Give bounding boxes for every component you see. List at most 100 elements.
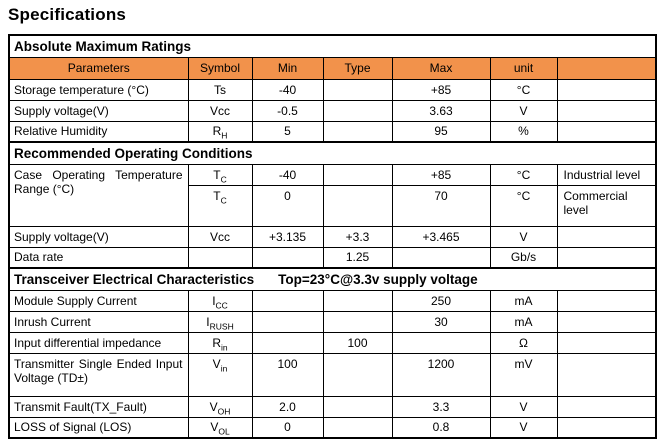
cell-note bbox=[556, 289, 657, 312]
cell-min bbox=[251, 310, 324, 333]
cell-note bbox=[556, 331, 657, 354]
cell-max: 3.3 bbox=[391, 395, 491, 418]
cell-max: 1200 bbox=[391, 352, 491, 397]
cell-min bbox=[251, 289, 324, 312]
symbol-sub: C bbox=[220, 194, 227, 205]
symbol-base: I bbox=[206, 314, 210, 329]
cell-type bbox=[322, 395, 393, 418]
table-row: Case Operating Temperature Range (°C) TC… bbox=[8, 163, 657, 227]
cell-symbol: Ts bbox=[187, 78, 253, 101]
cell-parameter: Transmit Fault(TX_Fault) bbox=[8, 395, 189, 418]
symbol-sub: in bbox=[220, 362, 228, 373]
symbol-base: T bbox=[213, 188, 221, 203]
cell-max: +85 bbox=[391, 78, 491, 101]
cell-min: -0.5 bbox=[251, 99, 324, 122]
cell-type: 1.25 bbox=[322, 246, 393, 269]
section-title-cell: Absolute Maximum Ratings bbox=[8, 34, 657, 58]
cell-min: -40 bbox=[251, 163, 324, 186]
table-row: Module Supply Current ICC 250 mA bbox=[8, 289, 657, 312]
symbol-base: Vcc bbox=[209, 103, 230, 118]
cell-max: 3.63 bbox=[391, 99, 491, 122]
cell-type bbox=[322, 184, 393, 227]
cell-note bbox=[556, 246, 657, 269]
table-row: TC 0 70 °C Commercial level bbox=[9, 184, 657, 227]
table-row: Transmit Fault(TX_Fault) VOH 2.0 3.3 V bbox=[8, 395, 657, 418]
cell-note bbox=[556, 395, 657, 418]
table-row: Supply voltage(V) Vcc -0.5 3.63 V bbox=[8, 99, 657, 122]
cell-parameter: Storage temperature (°C) bbox=[8, 78, 189, 101]
cell-min: +3.135 bbox=[251, 225, 324, 248]
cell-min bbox=[251, 246, 324, 269]
symbol-base: T bbox=[213, 167, 221, 182]
cell-type bbox=[322, 99, 393, 122]
cell-unit: mA bbox=[489, 310, 558, 333]
symbol-base: R bbox=[212, 124, 222, 139]
table-row: Input differential impedance Rin 100 Ω bbox=[8, 331, 657, 354]
cell-max: 250 bbox=[391, 289, 491, 312]
table-row: Supply voltage(V) Vcc +3.135 +3.3 +3.465… bbox=[8, 225, 657, 248]
cell-note bbox=[556, 99, 657, 122]
cell-symbol: IRUSH bbox=[187, 310, 253, 333]
cell-parameter: Relative Humidity bbox=[8, 120, 189, 143]
symbol-base: Vcc bbox=[209, 229, 230, 244]
cell-type bbox=[322, 352, 393, 397]
symbol-sub: in bbox=[221, 341, 228, 352]
section-title-cell: Transceiver Electrical Characteristics T… bbox=[8, 267, 657, 291]
section-title: Absolute Maximum Ratings bbox=[14, 38, 192, 54]
cell-symbol: Vin bbox=[187, 352, 253, 397]
cell-max bbox=[391, 331, 491, 354]
cell-symbol: TC bbox=[187, 184, 253, 227]
table-row: Inrush Current IRUSH 30 mA bbox=[8, 310, 657, 333]
cell-note bbox=[556, 120, 657, 143]
cell-type bbox=[322, 163, 393, 186]
cell-symbol: Vcc bbox=[187, 225, 253, 248]
section-header-transceiver-electrical-characteristics: Transceiver Electrical Characteristics T… bbox=[8, 267, 657, 291]
col-header-parameters: Parameters bbox=[8, 56, 189, 80]
cell-unit: °C bbox=[489, 184, 558, 227]
section-title: Transceiver Electrical Characteristics bbox=[14, 271, 255, 287]
symbol-base: I bbox=[212, 293, 216, 308]
specifications-table: Absolute Maximum Ratings Parameters Symb… bbox=[8, 34, 658, 439]
cell-note: Commercial level bbox=[556, 184, 657, 227]
col-header-type: Type bbox=[322, 56, 393, 80]
cell-type bbox=[322, 120, 393, 143]
table-row: Storage temperature (°C) Ts -40 +85 °C bbox=[8, 78, 657, 101]
symbol-sub: H bbox=[221, 130, 228, 141]
cell-min: -40 bbox=[251, 78, 324, 101]
cell-unit: °C bbox=[489, 78, 558, 101]
cell-min: 2.0 bbox=[251, 395, 324, 418]
cell-parameter: Case Operating Temperature Range (°C) bbox=[8, 163, 189, 227]
cell-note bbox=[556, 78, 657, 101]
table-row: LOSS of Signal (LOS) VOL 0 0.8 V bbox=[8, 416, 657, 439]
cell-max: 30 bbox=[391, 310, 491, 333]
cell-symbol bbox=[187, 246, 253, 269]
cell-symbol: RH bbox=[187, 120, 253, 143]
cell-unit: Gb/s bbox=[489, 246, 558, 269]
section-title: Recommended Operating Conditions bbox=[14, 145, 253, 161]
cell-unit: V bbox=[489, 225, 558, 248]
section-header-recommended-operating-conditions: Recommended Operating Conditions bbox=[8, 141, 657, 165]
cell-type: +3.3 bbox=[322, 225, 393, 248]
section-header-absolute-maximum-ratings: Absolute Maximum Ratings bbox=[8, 34, 657, 58]
cell-symbol: TC bbox=[187, 163, 253, 186]
cell-symbol: Vcc bbox=[187, 99, 253, 122]
table-row: Relative Humidity RH 5 95 % bbox=[8, 120, 657, 143]
cell-unit: mA bbox=[489, 289, 558, 312]
section-subtitle: Top=23°C@3.3v supply voltage bbox=[278, 271, 478, 287]
symbol-sub: OL bbox=[218, 426, 230, 437]
table-row: Transmitter Single Ended Input Voltage (… bbox=[8, 352, 657, 397]
cell-min bbox=[251, 331, 324, 354]
symbol-base: R bbox=[212, 335, 222, 350]
cell-note: Industrial level bbox=[556, 163, 657, 186]
cell-symbol: ICC bbox=[187, 289, 253, 312]
cell-min: 5 bbox=[251, 120, 324, 143]
cell-max: +85 bbox=[391, 163, 491, 186]
cell-parameter: Supply voltage(V) bbox=[8, 99, 189, 122]
section-title-cell: Recommended Operating Conditions bbox=[8, 141, 657, 165]
col-header-min: Min bbox=[251, 56, 324, 80]
cell-unit: % bbox=[489, 120, 558, 143]
cell-min: 0 bbox=[251, 184, 324, 227]
cell-symbol: Rin bbox=[187, 331, 253, 354]
table-header-row: Parameters Symbol Min Type Max unit bbox=[8, 56, 657, 80]
